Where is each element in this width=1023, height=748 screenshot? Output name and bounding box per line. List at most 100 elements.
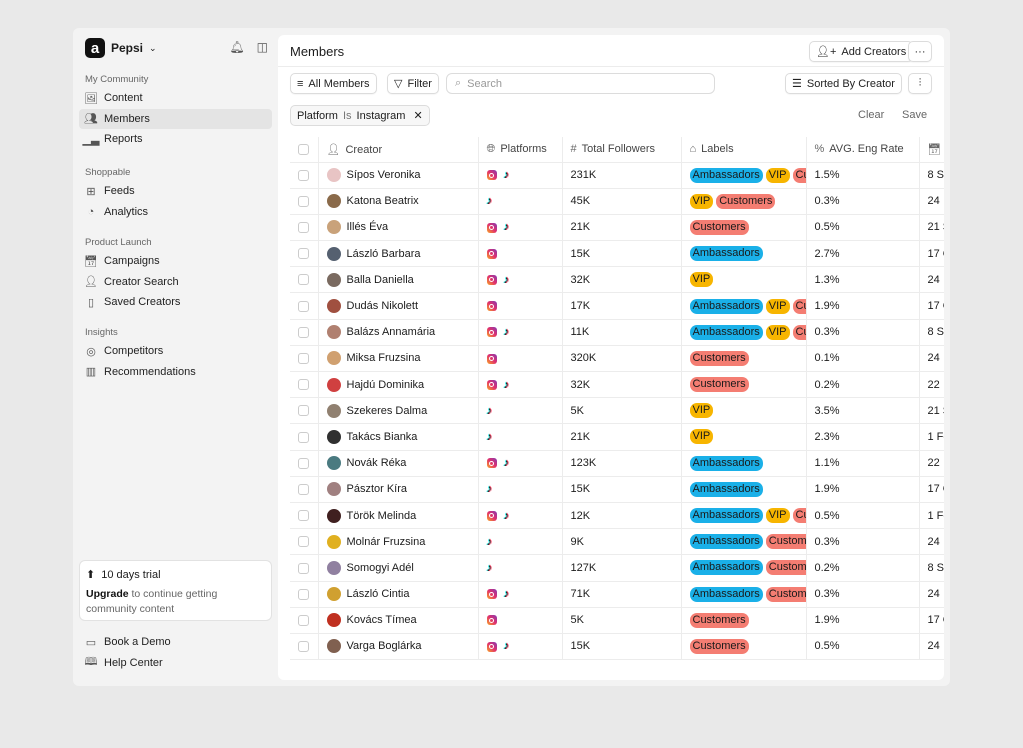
filter-chip[interactable]: Platform Is Instagram ✕	[290, 105, 430, 126]
tiktok-icon: ♪	[503, 378, 510, 391]
creator-name[interactable]: Pásztor Kíra	[346, 483, 408, 496]
label-badge: Ambassadors	[689, 560, 763, 576]
sidebar-item-analytics[interactable]: ◔ Analytics	[79, 202, 272, 223]
clear-button[interactable]: Clear	[858, 109, 885, 121]
sidebar-item-competitors[interactable]: ◎ Competitors	[79, 341, 272, 362]
creator-name[interactable]: Katona Beatrix	[346, 195, 419, 208]
creator-name[interactable]: Miksa Fruzsina	[346, 352, 421, 365]
row-checkbox[interactable]	[298, 457, 309, 469]
table-row[interactable]: Dudás Nikolett 17K AmbassadorsVIPCustome…	[290, 292, 944, 320]
add-creators-button[interactable]: 👤︎+ Add Creators	[809, 41, 914, 62]
row-checkbox[interactable]	[298, 614, 309, 626]
creator-name[interactable]: Novák Réka	[346, 457, 407, 470]
row-checkbox[interactable]	[298, 248, 309, 260]
help-center-link[interactable]: 🕮︎ Help Center	[79, 653, 272, 674]
table-row[interactable]: Török Melinda ♪ 12K AmbassadorsVIPCustom…	[290, 502, 944, 530]
label-badge: Ambassadors	[689, 167, 763, 183]
row-checkbox[interactable]	[298, 353, 309, 364]
creator-name[interactable]: Hajdú Dominika	[346, 378, 425, 391]
sidebar-item-content[interactable]: 🖼︎ Content	[79, 88, 272, 109]
creator-name[interactable]: Molnár Fruzsina	[346, 535, 426, 548]
eng-rate: 1.1%	[806, 450, 920, 477]
creator-name[interactable]: Illés Éva	[346, 221, 389, 234]
table-row[interactable]: Illés Éva ♪ 21K Customers 0.5% 21 S	[290, 214, 944, 242]
row-checkbox[interactable]	[298, 326, 309, 338]
creator-name[interactable]: Dudás Nikolett	[346, 299, 419, 312]
row-checkbox[interactable]	[298, 379, 309, 391]
table-row[interactable]: László Barbara 15K Ambassadors 2.7% 17 O	[290, 240, 944, 268]
filter-button[interactable]: ▽ Filter	[387, 73, 439, 94]
row-checkbox[interactable]	[298, 588, 309, 600]
table-row[interactable]: Somogyi Adél ♪ 127K AmbassadorsCustomers…	[290, 554, 944, 582]
table-row[interactable]: Pásztor Kíra ♪ 15K Ambassadors 1.9% 17 O	[290, 476, 944, 503]
creator-name[interactable]: Szekeres Dalma	[346, 404, 428, 417]
table-row[interactable]: Molnár Fruzsina ♪ 9K AmbassadorsCustomer…	[290, 528, 944, 556]
workspace-switcher[interactable]: a Pepsi ⌄	[85, 38, 157, 58]
row-checkbox[interactable]	[298, 222, 309, 234]
row-checkbox[interactable]	[298, 300, 309, 312]
row-checkbox[interactable]	[298, 562, 309, 574]
table-row[interactable]: Sípos Veronika ♪ 231K AmbassadorsVIPCust…	[290, 162, 944, 189]
sidebar-item-campaigns[interactable]: 📅︎ Campaigns	[79, 251, 272, 272]
row-checkbox[interactable]	[298, 641, 309, 653]
creator-name[interactable]: Sípos Veronika	[346, 169, 421, 181]
sidebar-item-feeds[interactable]: ⊞ Feeds	[79, 181, 272, 202]
column-settings-button[interactable]: ⫶	[908, 73, 932, 94]
close-icon[interactable]: ✕	[413, 110, 423, 122]
creator-name[interactable]: Kovács Tímea	[346, 614, 417, 627]
sidebar-item-members[interactable]: 👥︎ Members	[79, 108, 272, 129]
creator-name[interactable]: Balázs Annamária	[346, 326, 436, 339]
row-checkbox[interactable]	[298, 536, 309, 548]
trial-card[interactable]: ⬆︎ 10 days trial Upgrade to continue gett…	[79, 560, 272, 621]
sidebar-toggle-icon[interactable]: ◫	[256, 40, 268, 54]
row-checkbox[interactable]	[298, 169, 309, 181]
col-eng-rate[interactable]: % AVG. Eng Rate	[806, 137, 920, 163]
row-checkbox[interactable]	[298, 405, 309, 417]
label-badge: VIP	[689, 272, 714, 288]
col-labels[interactable]: ⌂ Labels	[681, 137, 807, 163]
sidebar-item-recommendations[interactable]: ▥ Recommendations	[79, 362, 272, 383]
table-row[interactable]: Hajdú Dominika ♪ 32K Customers 0.2% 22	[290, 371, 944, 399]
table-row[interactable]: Takács Bianka ♪ 21K VIP 2.3% 1 Fe	[290, 423, 944, 451]
table-row[interactable]: Novák Réka ♪ 123K Ambassadors 1.1% 22	[290, 450, 944, 477]
creator-name[interactable]: László Cintia	[346, 588, 410, 600]
sidebar-item-creator-search[interactable]: 👤︎ Creator Search	[79, 272, 272, 293]
creator-name[interactable]: Török Melinda	[346, 509, 417, 522]
row-checkbox[interactable]	[298, 274, 309, 286]
creator-name[interactable]: Takács Bianka	[346, 430, 418, 443]
save-button[interactable]: Save	[902, 109, 928, 121]
creator-name[interactable]: Balla Daniella	[346, 273, 414, 286]
sort-button[interactable]: ☰ Sorted By Creator	[785, 73, 902, 94]
creator-name[interactable]: László Barbara	[346, 247, 421, 260]
row-checkbox[interactable]	[298, 431, 309, 443]
table-row[interactable]: László Cintia ♪ 71K AmbassadorsCustomers…	[290, 581, 944, 608]
row-checkbox[interactable]	[298, 195, 309, 207]
table-row[interactable]: Varga Boglárka ♪ 15K Customers 0.5% 24	[290, 633, 944, 661]
all-members-button[interactable]: ≡ All Members	[290, 73, 377, 94]
table-row[interactable]: Balla Daniella ♪ 32K VIP 1.3% 24	[290, 266, 944, 294]
col-date[interactable]: 📅︎	[919, 137, 944, 163]
followers: 21K	[562, 423, 682, 451]
table-row[interactable]: Katona Beatrix ♪ 45K VIP Customers 0.3% 2…	[290, 188, 944, 215]
table-row[interactable]: Kovács Tímea 5K Customers 1.9% 17 O	[290, 607, 944, 634]
date: 1 Fe	[919, 502, 944, 530]
table-row[interactable]: Szekeres Dalma ♪ 5K VIP 3.5% 21 S	[290, 397, 944, 425]
creator-name[interactable]: Varga Boglárka	[346, 640, 422, 653]
select-all-checkbox[interactable]	[298, 143, 309, 155]
book-demo-link[interactable]: ▭ Book a Demo	[79, 632, 272, 653]
table-row[interactable]: Balázs Annamária ♪ 11K AmbassadorsVIPCus…	[290, 319, 944, 346]
creator-name[interactable]: Somogyi Adél	[346, 561, 414, 574]
col-followers[interactable]: # Total Followers	[562, 137, 682, 163]
search-input[interactable]: ⌕ Search	[446, 73, 715, 94]
col-platforms[interactable]: 🌐︎ Platforms	[478, 137, 563, 163]
col-creator[interactable]: 👤︎ Creator	[318, 137, 479, 163]
bell-icon[interactable]: 🔔︎	[229, 40, 245, 54]
row-checkbox[interactable]	[298, 510, 309, 522]
upgrade-link[interactable]: Upgrade	[86, 588, 129, 600]
more-button[interactable]: ···	[908, 41, 932, 62]
row-checkbox[interactable]	[298, 483, 309, 495]
sidebar-item-saved-creators[interactable]: ▯ Saved Creators	[79, 292, 272, 313]
layers-icon: ≡	[297, 77, 304, 90]
sidebar-item-reports[interactable]: ▁▃ Reports	[79, 129, 272, 150]
table-row[interactable]: Miksa Fruzsina 320K Customers 0.1% 24	[290, 345, 944, 373]
